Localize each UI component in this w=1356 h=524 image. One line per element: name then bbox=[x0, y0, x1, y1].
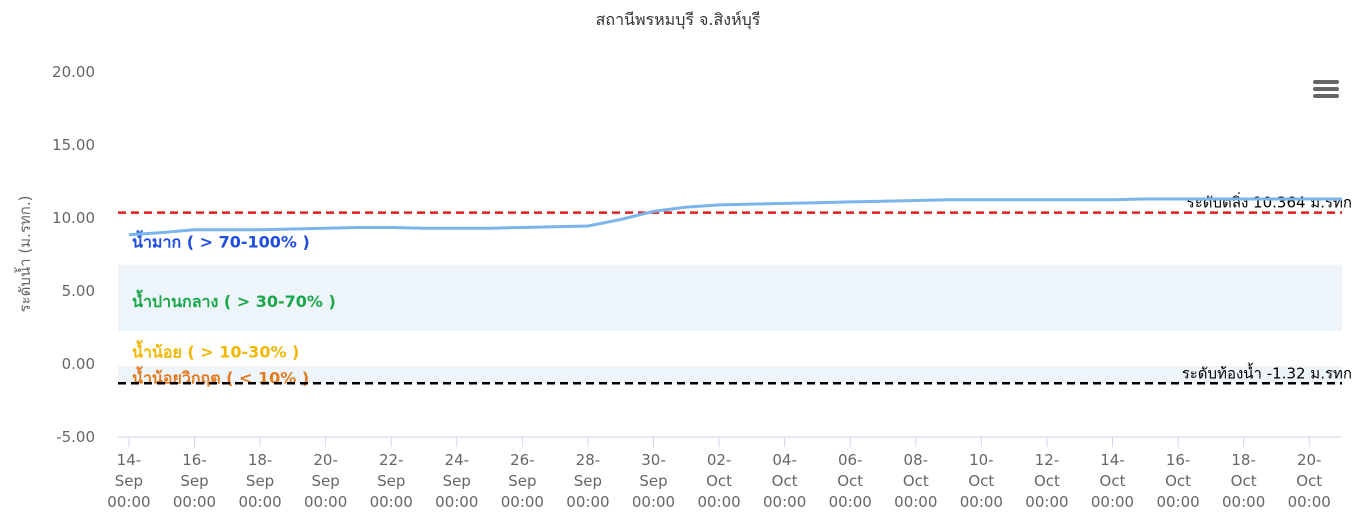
y-tick-label: -5.00 bbox=[56, 428, 95, 446]
x-tick-label: 20-Oct 00:00 bbox=[1288, 451, 1331, 511]
y-tick-label: 20.00 bbox=[52, 63, 95, 81]
plot-band bbox=[118, 331, 1342, 367]
menu-bar bbox=[1313, 94, 1339, 98]
x-tick-label: 18-Oct 00:00 bbox=[1222, 451, 1265, 511]
x-tick-label: 28-Sep 00:00 bbox=[566, 451, 609, 511]
x-tick-label: 16-Sep 00:00 bbox=[173, 451, 216, 511]
reference-label: ระดับท้องน้ำ -1.32 ม.รทก bbox=[1182, 362, 1352, 382]
menu-bar bbox=[1313, 80, 1339, 84]
x-tick-label: 10-Oct 00:00 bbox=[960, 451, 1003, 511]
plot-band bbox=[118, 264, 1342, 332]
x-tick-label: 16-Oct 00:00 bbox=[1156, 451, 1199, 511]
x-tick-label: 06-Oct 00:00 bbox=[829, 451, 872, 511]
y-axis-title: ระดับน้ำ (ม.รทก.) bbox=[14, 196, 34, 313]
y-tick-label: 15.00 bbox=[52, 136, 95, 154]
plot-band bbox=[118, 212, 1342, 265]
band-label: น้ำมาก ( > 70-100% ) bbox=[132, 230, 310, 252]
menu-button[interactable] bbox=[1313, 80, 1339, 98]
x-tick-label: 02-Oct 00:00 bbox=[697, 451, 740, 511]
data-line bbox=[128, 197, 1342, 237]
x-tick-label: 18-Sep 00:00 bbox=[238, 451, 281, 511]
x-tick-label: 14-Sep 00:00 bbox=[107, 451, 150, 511]
x-tick-label: 24-Sep 00:00 bbox=[435, 451, 478, 511]
plot-band bbox=[118, 366, 1342, 384]
menu-bar bbox=[1313, 87, 1339, 91]
band-label: น้ำปานกลาง ( > 30-70% ) bbox=[132, 289, 336, 311]
y-tick-label: 5.00 bbox=[62, 282, 95, 300]
x-tick-label: 22-Sep 00:00 bbox=[370, 451, 413, 511]
band-label: น้ำน้อย ( > 10-30% ) bbox=[132, 340, 299, 362]
x-tick-label: 26-Sep 00:00 bbox=[501, 451, 544, 511]
reference-label: ระดับตลิ่ง 10.364 ม.รทก bbox=[1187, 192, 1352, 212]
x-tick-label: 30-Sep 00:00 bbox=[632, 451, 675, 511]
y-tick-label: 10.00 bbox=[52, 209, 95, 227]
x-tick-label: 04-Oct 00:00 bbox=[763, 451, 806, 511]
x-tick-label: 08-Oct 00:00 bbox=[894, 451, 937, 511]
chart-title: สถานีพรหมบุรี จ.สิงห์บุรี bbox=[596, 10, 761, 30]
x-tick-label: 14-Oct 00:00 bbox=[1091, 451, 1134, 511]
x-tick-label: 20-Sep 00:00 bbox=[304, 451, 347, 511]
x-tick-label: 12-Oct 00:00 bbox=[1025, 451, 1068, 511]
y-tick-label: 0.00 bbox=[62, 355, 95, 373]
